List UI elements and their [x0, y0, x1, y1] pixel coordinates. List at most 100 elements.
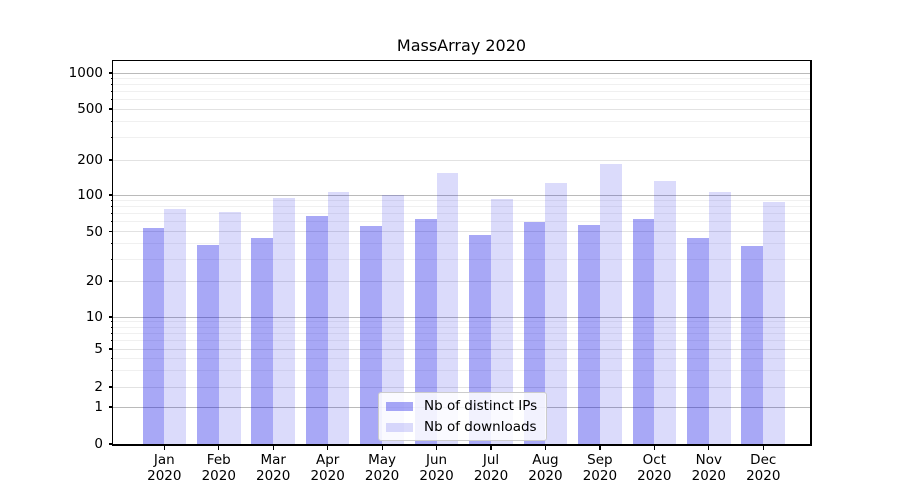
- plot-right-spine: [810, 59, 812, 446]
- y-tick-label-5: 5: [94, 341, 103, 357]
- x-tick-nov: [708, 445, 710, 450]
- y-tick-50: [108, 230, 113, 233]
- minor-gridline-6: [113, 340, 810, 342]
- y-tick-label-10: 10: [85, 309, 103, 325]
- bar-downloads-jun: [436, 172, 459, 444]
- x-tick-label-jun: Jun 2020: [419, 452, 454, 484]
- x-tick-dec: [762, 445, 764, 450]
- bar-downloads-oct: [654, 180, 677, 444]
- bar-distinct-ips-jul: [469, 234, 491, 444]
- x-tick-jan: [163, 445, 165, 450]
- bar-downloads-jul: [491, 199, 513, 444]
- minor-gridline-3: [113, 369, 810, 371]
- plot-top-spine: [111, 59, 812, 61]
- y-minor-tick-3: [110, 369, 113, 371]
- bar-distinct-ips-oct: [632, 218, 655, 444]
- x-tick-may: [381, 445, 383, 450]
- bar-downloads-aug: [545, 182, 568, 444]
- bar-downloads-apr: [327, 191, 350, 444]
- x-tick-feb: [218, 445, 220, 450]
- y-tick-label-20: 20: [85, 273, 103, 289]
- y-tick-500: [108, 108, 113, 110]
- y-tick-100: [108, 194, 113, 196]
- minor-gridline-300: [113, 136, 810, 138]
- legend-swatch-distinct-ips: [386, 401, 413, 411]
- gridline-100: [113, 194, 810, 196]
- x-tick-label-apr: Apr 2020: [310, 452, 345, 484]
- minor-gridline-8: [113, 326, 810, 328]
- y-minor-tick-4: [110, 357, 113, 359]
- x-tick-label-feb: Feb 2020: [201, 452, 236, 484]
- bar-downloads-may: [382, 195, 404, 444]
- x-tick-label-mar: Mar 2020: [256, 452, 291, 484]
- bar-downloads-mar: [273, 197, 295, 444]
- minor-gridline-70: [113, 213, 810, 215]
- gridline-500: [113, 108, 810, 110]
- minor-gridline-80: [113, 206, 810, 208]
- bar-distinct-ips-jan: [142, 228, 165, 444]
- minor-gridline-7: [113, 332, 810, 334]
- y-minor-tick-7: [110, 332, 113, 334]
- y-tick-label-2: 2: [94, 379, 103, 395]
- y-minor-tick-300: [110, 136, 113, 138]
- legend-swatch-downloads: [386, 422, 413, 432]
- bar-distinct-ips-jun: [414, 219, 437, 444]
- y-minor-tick-6: [110, 340, 113, 342]
- x-tick-label-dec: Dec 2020: [746, 452, 781, 484]
- x-tick-label-jul: Jul 2020: [473, 452, 509, 484]
- y-tick-200: [108, 159, 113, 161]
- y-minor-tick-40: [110, 243, 113, 245]
- gridline-50: [113, 231, 810, 232]
- gridline-20: [113, 280, 810, 282]
- x-tick-apr: [327, 445, 329, 450]
- y-tick-2: [108, 386, 113, 388]
- x-tick-sep: [599, 445, 601, 450]
- minor-gridline-700: [113, 91, 810, 93]
- y-tick-label-500: 500: [77, 101, 103, 117]
- minor-gridline-4: [113, 357, 810, 359]
- y-minor-tick-800: [110, 84, 113, 86]
- x-tick-mar: [272, 445, 274, 450]
- minor-gridline-600: [113, 99, 810, 101]
- y-minor-tick-60: [110, 221, 113, 223]
- bar-distinct-ips-dec: [741, 246, 764, 444]
- y-minor-tick-30: [110, 258, 113, 260]
- y-tick-label-100: 100: [77, 187, 103, 203]
- gridline-1000: [113, 72, 810, 74]
- gridline-5: [113, 348, 810, 350]
- y-minor-tick-70: [110, 213, 113, 215]
- x-tick-label-oct: Oct 2020: [637, 452, 672, 484]
- minor-gridline-60: [113, 221, 810, 223]
- x-tick-label-sep: Sep 2020: [582, 452, 618, 484]
- y-minor-tick-8: [110, 326, 113, 328]
- legend-entry-distinct-ips: Nb of distinct IPs: [386, 398, 537, 414]
- y-minor-tick-700: [110, 91, 113, 93]
- y-tick-label-1000: 1000: [68, 65, 103, 81]
- y-tick-5: [108, 348, 113, 350]
- y-tick-20: [108, 280, 113, 282]
- x-tick-label-jan: Jan 2020: [147, 452, 182, 484]
- bar-distinct-ips-mar: [251, 238, 274, 444]
- bar-distinct-ips-feb: [196, 244, 219, 444]
- bar-distinct-ips-apr: [305, 216, 328, 444]
- bar-downloads-sep: [599, 163, 622, 444]
- x-tick-label-may: May 2020: [364, 452, 400, 484]
- x-axis-line: [111, 444, 812, 446]
- bar-distinct-ips-aug: [523, 221, 546, 444]
- y-axis-line: [111, 59, 113, 446]
- legend-entry-downloads: Nb of downloads: [386, 419, 537, 435]
- y-tick-label-200: 200: [77, 152, 103, 168]
- legend: Nb of distinct IPs Nb of downloads: [378, 392, 548, 441]
- bar-distinct-ips-nov: [687, 238, 709, 444]
- minor-gridline-90: [113, 200, 810, 202]
- y-minor-tick-80: [110, 206, 113, 208]
- minor-gridline-40: [113, 243, 810, 245]
- legend-label-distinct-ips: Nb of distinct IPs: [424, 398, 538, 414]
- y-tick-1000: [108, 72, 113, 74]
- minor-gridline-400: [113, 120, 810, 122]
- bar-distinct-ips-may: [360, 226, 383, 444]
- y-tick-1: [108, 406, 113, 408]
- gridline-2: [113, 386, 810, 388]
- plot-area: Nb of distinct IPs Nb of downloads: [113, 61, 810, 444]
- y-minor-tick-90: [110, 200, 113, 202]
